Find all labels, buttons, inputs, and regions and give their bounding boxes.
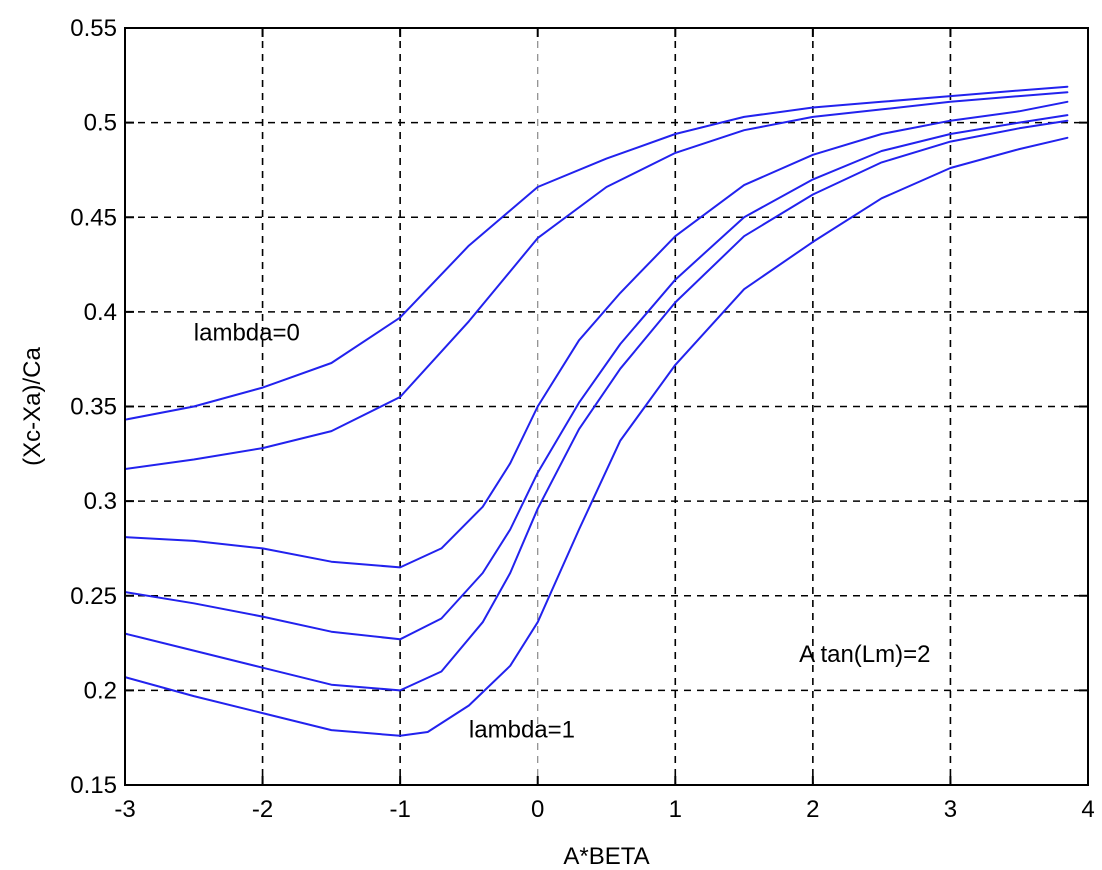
x-tick-label: 3 <box>944 796 957 823</box>
x-tick-label: 1 <box>669 796 682 823</box>
label-layer: -3 -2 -1 0 1 2 3 4 0.15 0.2 0.25 0.3 0.35 0.4 0.45 0.5 0… <box>70 15 1094 823</box>
x-tick-label: 4 <box>1081 796 1094 823</box>
y-tick-label: 0.55 <box>70 15 117 42</box>
x-tick-label: -3 <box>114 796 135 823</box>
series-line-5 <box>124 119 1069 692</box>
y-tick-label: 0.35 <box>70 394 117 421</box>
y-tick-label: 0.25 <box>70 583 117 610</box>
series-layer <box>124 85 1069 737</box>
x-tick-label: -2 <box>252 796 273 823</box>
series-line-6 <box>124 136 1069 737</box>
y-axis-label: (Xc-Xa)/Ca <box>19 347 46 466</box>
x-tick-label: 2 <box>806 796 819 823</box>
series-line-1 <box>124 85 1069 421</box>
annotation-layer: lambda=0 lambda=1 A tan(Lm)=2 <box>194 319 931 743</box>
y-tick-label: 0.3 <box>84 488 117 515</box>
y-tick-label: 0.4 <box>84 299 117 326</box>
series-line-4 <box>124 114 1069 641</box>
annotation-label: A tan(Lm)=2 <box>799 641 930 668</box>
y-tick-label: 0.2 <box>84 677 117 704</box>
x-tick-label: -1 <box>389 796 410 823</box>
y-tick-label: 0.15 <box>70 772 117 799</box>
series-line-2 <box>124 91 1069 470</box>
x-tick-label: 0 <box>531 796 544 823</box>
series-line-3 <box>124 100 1069 569</box>
x-axis-label: A*BETA <box>563 843 649 870</box>
y-tick-label: 0.5 <box>84 110 117 137</box>
annotation-label: lambda=1 <box>469 717 575 744</box>
y-tick-label: 0.45 <box>70 204 117 231</box>
annotation-label: lambda=0 <box>194 319 300 346</box>
tick-layer <box>124 27 1089 786</box>
